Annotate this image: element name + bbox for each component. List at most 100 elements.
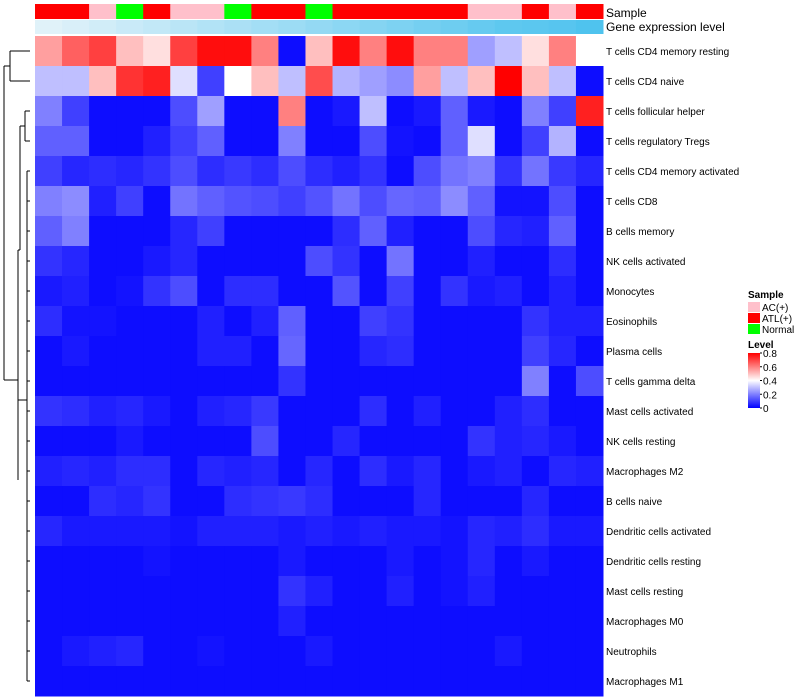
heatmap-cell (386, 126, 415, 157)
heatmap-cell (521, 216, 550, 247)
heatmap-cell (440, 246, 469, 277)
heatmap-cell (440, 606, 469, 637)
heatmap-cell (440, 36, 469, 67)
heatmap-cell (170, 426, 198, 457)
heatmap-cell (521, 336, 550, 367)
row-label: T cells gamma delta (606, 377, 696, 388)
heatmap-cell (197, 396, 225, 427)
heatmap-cell (521, 96, 550, 127)
heatmap-cell (278, 306, 306, 337)
heatmap-cell (197, 156, 225, 187)
heatmap-cell (359, 126, 388, 157)
heatmap-cell (386, 96, 415, 127)
heatmap-cell (521, 666, 550, 697)
heatmap-cell (278, 96, 306, 127)
heatmap-cell (35, 666, 63, 697)
row-label: Neutrophils (606, 647, 657, 658)
heatmap-cell (35, 396, 63, 427)
sample-cell (89, 4, 117, 19)
heatmap-cell (170, 156, 198, 187)
heatmap-cell (62, 96, 90, 127)
heatmap-cell (62, 486, 90, 517)
heatmap-cell (251, 216, 279, 247)
sample-cell (197, 4, 225, 19)
heatmap-cell (278, 486, 306, 517)
heatmap-cell (521, 606, 550, 637)
heatmap-cell (575, 306, 604, 337)
row-label: Dendritic cells resting (606, 557, 701, 568)
heatmap-cell (35, 156, 63, 187)
heatmap-cell (170, 216, 198, 247)
expression-cell (116, 20, 144, 34)
heatmap-cell (494, 306, 523, 337)
heatmap-cell (467, 516, 496, 547)
legend-sample-label: Normal (762, 325, 794, 336)
heatmap-cell (413, 366, 442, 397)
sample-annotation-bar (35, 4, 604, 19)
heatmap-cell (278, 246, 306, 277)
heatmap-cell (35, 606, 63, 637)
heatmap-cell (251, 666, 279, 697)
legend-level-ticks: 0.8 0.6 0.4 0.2 0 (760, 349, 777, 415)
heatmap-cell (575, 276, 604, 307)
heatmap-cell (89, 156, 117, 187)
heatmap-cell (170, 486, 198, 517)
sample-cell (548, 4, 577, 19)
heatmap-cell (440, 636, 469, 667)
row-label: Macrophages M0 (606, 617, 684, 628)
heatmap-cell (494, 276, 523, 307)
heatmap-cell (35, 456, 63, 487)
heatmap-cell (170, 546, 198, 577)
row-label: Macrophages M2 (606, 467, 684, 478)
expression-cell (305, 20, 334, 34)
heatmap-cell (413, 486, 442, 517)
heatmap-cell (494, 96, 523, 127)
heatmap-cell (35, 636, 63, 667)
heatmap-cell (440, 486, 469, 517)
sample-cell (35, 4, 63, 19)
expression-cell (197, 20, 225, 34)
expression-cell (278, 20, 306, 34)
heatmap-cell (494, 66, 523, 97)
heatmap-cell (359, 636, 388, 667)
heatmap-cell (440, 396, 469, 427)
legend-level-tick-label: 0 (763, 404, 769, 415)
heatmap-cell (548, 576, 577, 607)
heatmap-cell (548, 666, 577, 697)
row-label: T cells CD8 (606, 197, 658, 208)
heatmap-cell (251, 516, 279, 547)
heatmap-cells (35, 36, 604, 697)
heatmap-cell (224, 156, 252, 187)
heatmap-cell (251, 486, 279, 517)
heatmap-cell (62, 666, 90, 697)
heatmap-cell (494, 396, 523, 427)
heatmap-cell (548, 66, 577, 97)
heatmap-cell (413, 126, 442, 157)
heatmap-cell (332, 486, 361, 517)
heatmap-cell (359, 666, 388, 697)
expression-cell (440, 20, 469, 34)
heatmap-cell (494, 486, 523, 517)
expression-cell (143, 20, 171, 34)
heatmap-cell (197, 276, 225, 307)
sample-cell (224, 4, 252, 19)
expression-annotation-label: Gene expression level (606, 20, 725, 34)
heatmap-cell (332, 666, 361, 697)
heatmap-cell (467, 186, 496, 217)
heatmap-cell (305, 486, 334, 517)
heatmap-cell (224, 306, 252, 337)
heatmap-cell (575, 486, 604, 517)
heatmap-cell (359, 426, 388, 457)
heatmap-cell (278, 426, 306, 457)
heatmap-cell (116, 576, 144, 607)
heatmap-cell (89, 606, 117, 637)
heatmap-cell (278, 126, 306, 157)
heatmap-cell (440, 426, 469, 457)
heatmap-cell (575, 126, 604, 157)
expression-cell (413, 20, 442, 34)
expression-cell (575, 20, 604, 34)
heatmap-cell (251, 396, 279, 427)
heatmap-cell (62, 606, 90, 637)
heatmap-cell (89, 546, 117, 577)
